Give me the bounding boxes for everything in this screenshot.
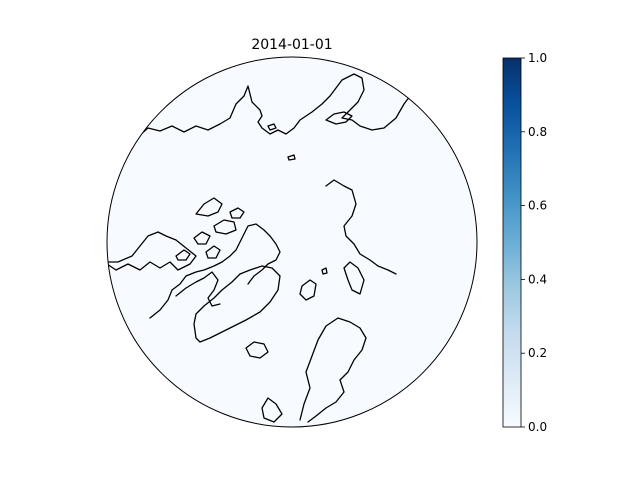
coastline-siberian-islands [325, 111, 353, 125]
coastline-novaya-zemlya [343, 261, 365, 295]
colorbar-ticks: 0.0 0.2 0.4 0.6 0.8 1.0 [521, 51, 547, 434]
map-background [107, 57, 477, 427]
coastline-archipelago-4 [193, 231, 211, 245]
colorbar-tick-label: 0.2 [528, 346, 547, 360]
polar-map [106, 56, 478, 428]
coastline-russia-north [325, 179, 397, 275]
map-title: 2014-01-01 [251, 37, 332, 53]
colorbar: 0.0 0.2 0.4 0.6 0.8 1.0 [502, 51, 547, 434]
coastline-iceland [245, 341, 269, 359]
coastline-siberia [139, 73, 411, 136]
coastline-uk [261, 397, 283, 423]
coastline-franz-josef [321, 267, 328, 275]
coastline-scandinavia [299, 317, 367, 423]
colorbar-tick-label: 1.0 [528, 51, 547, 65]
coastline-archipelago-2 [213, 219, 237, 235]
coastline-archipelago-3 [229, 207, 245, 219]
coastline-islet-1 [287, 154, 296, 161]
coastline-laptev-island [267, 123, 277, 131]
colorbar-tick-label: 0.6 [528, 199, 547, 213]
coastline-archipelago-6 [205, 245, 221, 259]
colorbar-tick-label: 0.8 [528, 125, 547, 139]
colorbar-tick-label: 0.0 [528, 420, 547, 434]
coastlines [107, 73, 411, 423]
coastline-greenland [193, 265, 281, 343]
coastline-svalbard [299, 279, 317, 301]
coastline-canada [149, 223, 281, 319]
map-boundary [106, 56, 478, 428]
coastline-archipelago-5 [175, 249, 191, 261]
colorbar-tick-label: 0.4 [528, 272, 547, 286]
colorbar-frame [502, 57, 522, 428]
coastline-archipelago-1 [195, 197, 223, 217]
coastline-alaska [107, 231, 197, 271]
colorbar-gradient [503, 58, 521, 427]
